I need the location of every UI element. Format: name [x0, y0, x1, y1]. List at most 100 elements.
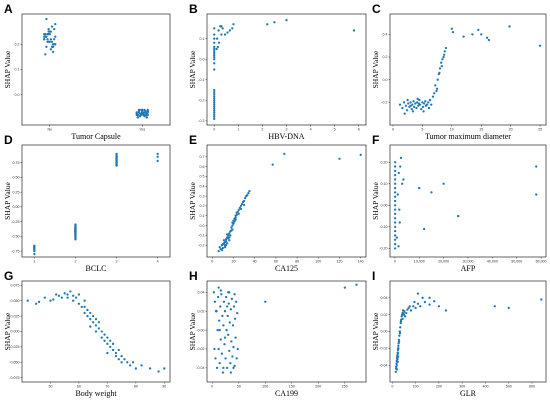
y-tick-label: 0.4: [383, 33, 388, 37]
y-tick-label: -0.3: [198, 119, 204, 123]
data-point: [403, 315, 407, 318]
data-point: [221, 371, 225, 374]
data-point: [397, 344, 400, 347]
data-point: [217, 249, 220, 253]
data-point: [398, 103, 402, 106]
data-point: [50, 40, 54, 43]
data-point: [234, 336, 237, 339]
panel-b: B 0 1 2 3 4 5 6 -0.3 -0.2 -0.1 0.0 0.1 HBV-DNA SHAP Va…: [188, 2, 367, 141]
x-tick-label: 100: [262, 385, 268, 389]
data-point: [213, 105, 216, 108]
x-tick-label: 60,000: [536, 260, 547, 264]
x-tick-label: 30,000: [463, 260, 474, 264]
y-tick-label: -0.50: [11, 235, 19, 239]
data-point: [83, 299, 86, 302]
data-point: [416, 292, 420, 295]
y-tick-label: -0.075: [9, 376, 19, 380]
data-point: [74, 227, 77, 230]
data-point: [234, 216, 237, 219]
x-tick-label: 80: [295, 260, 299, 264]
data-point: [233, 293, 236, 296]
x-tick-label: 60: [274, 260, 278, 264]
data-point: [146, 111, 149, 114]
data-point: [393, 182, 397, 185]
data-point: [51, 50, 55, 53]
data-point: [219, 289, 222, 292]
data-point: [51, 43, 55, 46]
data-point: [100, 330, 103, 333]
y-tick-label: 0.3: [200, 194, 205, 198]
data-point: [163, 367, 166, 370]
data-point: [228, 236, 231, 239]
data-point: [234, 218, 237, 221]
y-tick-label: -0.050: [9, 360, 19, 364]
y-tick-label: 0.10: [381, 182, 388, 186]
x-tick-label: 20,000: [438, 260, 449, 264]
data-point: [213, 95, 216, 98]
panel-c: C 0 5 10 15 20 25 -0.2 0.0 0.2 0.4 Tumor maximum di…: [371, 2, 547, 141]
data-point: [394, 367, 398, 370]
data-point: [409, 309, 413, 312]
data-point: [219, 305, 222, 308]
data-point: [213, 45, 216, 49]
data-point: [224, 238, 228, 241]
data-point: [33, 245, 36, 248]
data-point: [213, 47, 216, 51]
data-point: [74, 296, 78, 299]
data-point: [222, 324, 225, 327]
y-tick-label: -0.1: [198, 78, 204, 82]
x-tick-label: 300: [459, 385, 465, 389]
data-point: [52, 298, 55, 301]
x-tick-label: 20: [232, 260, 236, 264]
data-point: [230, 226, 233, 229]
data-point: [43, 33, 46, 36]
y-tick-label: 0.2: [15, 42, 20, 46]
data-point: [77, 302, 81, 305]
data-point: [89, 318, 92, 321]
data-point: [397, 340, 401, 343]
data-point: [343, 286, 346, 289]
data-point: [398, 208, 401, 211]
data-point: [103, 339, 106, 342]
data-point: [94, 330, 98, 333]
data-point: [442, 182, 445, 185]
data-point: [66, 293, 69, 296]
data-point: [221, 247, 225, 250]
x-tick-label: 4: [310, 128, 312, 132]
data-point: [227, 291, 230, 294]
x-tick-label: 2: [261, 128, 263, 132]
x-tick-label: 10,000: [414, 260, 425, 264]
x-tick-label: 50: [48, 385, 52, 389]
data-point: [217, 29, 220, 32]
data-point: [399, 165, 402, 168]
panel-letter: C: [372, 2, 381, 16]
x-axis-label: BCLC: [86, 264, 107, 273]
x-tick-label: 2: [74, 260, 76, 264]
data-point: [419, 305, 422, 308]
data-point: [393, 169, 397, 172]
data-point: [443, 53, 446, 56]
y-tick-label: -0.2: [198, 243, 204, 247]
data-point: [216, 295, 220, 299]
data-point: [396, 360, 399, 363]
data-point: [43, 35, 46, 38]
data-point: [352, 29, 356, 32]
data-point: [74, 236, 77, 240]
data-point: [86, 308, 89, 312]
data-point: [218, 246, 221, 249]
data-point: [220, 248, 223, 252]
y-tick-label: 0.04: [198, 291, 205, 295]
data-point: [405, 109, 409, 112]
y-axis-label: SHAP Value: [3, 50, 12, 88]
y-tick-label: -0.25: [11, 220, 19, 224]
data-point: [214, 357, 217, 360]
data-point: [508, 25, 511, 28]
x-axis-label: GLR: [460, 389, 477, 398]
y-tick-label: -0.20: [379, 247, 387, 251]
data-point: [43, 296, 46, 299]
data-point: [54, 22, 57, 26]
data-point: [213, 51, 216, 55]
data-point: [227, 333, 230, 336]
data-point: [233, 220, 236, 223]
